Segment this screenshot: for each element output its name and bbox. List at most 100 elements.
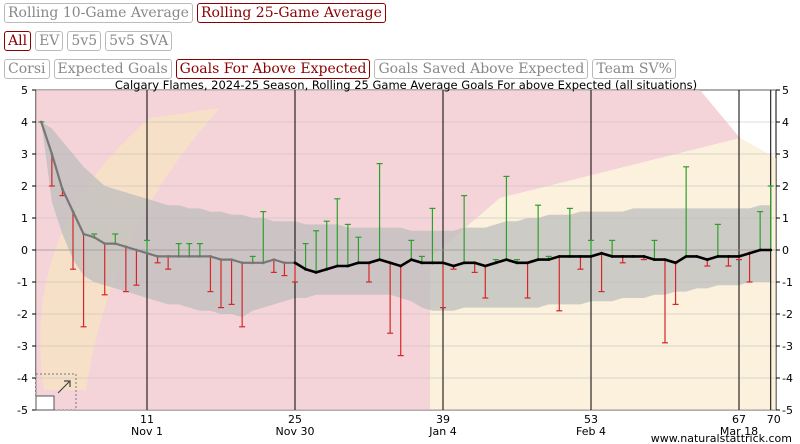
situation-ev-button[interactable]: EV <box>35 31 64 51</box>
rolling-point[interactable] <box>716 255 720 258</box>
zoom-box-inner[interactable] <box>35 395 55 411</box>
x-tick-date-label: Mar 18 <box>720 425 758 438</box>
x-tick-date-label: Feb 4 <box>576 425 606 438</box>
zoom-widget[interactable] <box>35 373 77 411</box>
y-tick-label-left: 3 <box>21 148 28 161</box>
rolling-point[interactable] <box>642 255 646 258</box>
window-rolling-25-game-average-button[interactable]: Rolling 25-Game Average <box>196 3 386 23</box>
rolling-point[interactable] <box>684 255 688 258</box>
rolling-point[interactable] <box>103 242 107 246</box>
rolling-point[interactable] <box>209 255 212 258</box>
rolling-point[interactable] <box>758 248 762 252</box>
rolling-point[interactable] <box>71 210 75 214</box>
rolling-point[interactable] <box>166 255 170 258</box>
rolling-point[interactable] <box>304 267 307 271</box>
rolling-point[interactable] <box>240 261 244 265</box>
window-rolling-10-game-average-button[interactable]: Rolling 10-Game Average <box>4 3 193 23</box>
rolling-point[interactable] <box>600 251 603 255</box>
rolling-point[interactable] <box>357 261 360 265</box>
rolling-point[interactable] <box>441 261 445 265</box>
rolling-point[interactable] <box>631 255 635 258</box>
rolling-point[interactable] <box>431 261 434 265</box>
rolling-point[interactable] <box>92 235 96 239</box>
rolling-point[interactable] <box>737 255 741 258</box>
rolling-point[interactable] <box>198 255 202 258</box>
situation-5v5-button[interactable]: 5v5 <box>67 31 102 51</box>
rolling-point[interactable] <box>50 152 54 156</box>
y-tick-label-right: 3 <box>782 148 789 161</box>
metric-goals-for-above-expected-button[interactable]: Goals For Above Expected <box>175 59 371 79</box>
rolling-point[interactable] <box>505 258 508 261</box>
rolling-point[interactable] <box>494 261 498 265</box>
rolling-point[interactable] <box>515 261 519 265</box>
rolling-point[interactable] <box>261 261 265 265</box>
y-tick-label-left: 4 <box>21 116 28 129</box>
y-tick-label-left: 2 <box>21 180 28 193</box>
situation-5v5-sva-button[interactable]: 5v5 SVA <box>105 31 173 51</box>
rolling-point[interactable] <box>663 258 667 261</box>
rolling-point[interactable] <box>283 261 286 265</box>
rolling-line-full <box>294 248 771 274</box>
rolling-point[interactable] <box>314 271 318 274</box>
rolling-point[interactable] <box>156 255 159 258</box>
rolling-point[interactable] <box>473 261 477 265</box>
rolling-point[interactable] <box>579 255 582 258</box>
rolling-point[interactable] <box>452 264 455 268</box>
rolling-point[interactable] <box>462 261 466 265</box>
metric-team-sv-button[interactable]: Team SV% <box>592 59 676 79</box>
rolling-point[interactable] <box>124 245 128 249</box>
rolling-point[interactable] <box>705 258 709 261</box>
rolling-point[interactable] <box>483 264 487 268</box>
rolling-point[interactable] <box>113 242 117 246</box>
rolling-point[interactable] <box>589 255 593 258</box>
rolling-point[interactable] <box>230 258 233 261</box>
zoom-box-outer[interactable] <box>35 373 77 411</box>
y-tick-label-right: 5 <box>782 84 789 97</box>
rolling-point[interactable] <box>251 261 255 265</box>
rolling-point[interactable] <box>135 248 138 252</box>
rolling-point[interactable] <box>526 261 529 265</box>
rolling-point[interactable] <box>187 255 191 258</box>
rolling-point[interactable] <box>325 267 329 271</box>
expand-arrow-icon[interactable] <box>57 380 71 394</box>
rolling-point[interactable] <box>61 187 64 191</box>
situation-all-button[interactable]: All <box>4 31 32 51</box>
rolling-point[interactable] <box>145 251 149 255</box>
rolling-point[interactable] <box>769 248 773 252</box>
x-tick-game-label: 11 <box>140 413 154 426</box>
rolling-point[interactable] <box>82 232 85 236</box>
metric-expected-goals-button[interactable]: Expected Goals <box>53 59 172 79</box>
rolling-point[interactable] <box>695 255 699 258</box>
rolling-point[interactable] <box>536 258 540 261</box>
y-tick-label-right: 1 <box>782 212 789 225</box>
rolling-point[interactable] <box>39 120 43 124</box>
rolling-point[interactable] <box>409 258 413 261</box>
rolling-point[interactable] <box>727 255 730 258</box>
rolling-point[interactable] <box>367 261 371 265</box>
rolling-point[interactable] <box>557 255 561 258</box>
x-tick-game-label: 25 <box>288 413 302 426</box>
rolling-point[interactable] <box>378 258 381 261</box>
rolling-point[interactable] <box>177 255 181 258</box>
rolling-point[interactable] <box>420 261 424 265</box>
rolling-point[interactable] <box>293 261 297 265</box>
confidence-band-area <box>41 122 771 318</box>
rolling-point[interactable] <box>346 264 350 268</box>
rolling-point[interactable] <box>621 255 625 258</box>
metric-goals-saved-above-expected-button[interactable]: Goals Saved Above Expected <box>374 59 589 79</box>
rolling-point[interactable] <box>674 261 677 265</box>
rolling-point[interactable] <box>272 258 276 261</box>
rolling-point[interactable] <box>748 251 751 255</box>
x-tick-game-label: 53 <box>584 413 598 426</box>
rolling-point[interactable] <box>547 258 551 261</box>
rolling-point[interactable] <box>388 261 392 265</box>
metric-corsi-button[interactable]: Corsi <box>4 59 50 79</box>
rolling-point[interactable] <box>610 255 614 258</box>
y-tick-label-left: -4 <box>17 372 28 385</box>
rolling-point[interactable] <box>335 264 339 268</box>
rolling-point[interactable] <box>219 258 223 261</box>
rolling-point[interactable] <box>399 264 403 268</box>
rolling-point[interactable] <box>568 255 572 258</box>
rolling-point[interactable] <box>653 258 656 261</box>
y-tick-label-right: 2 <box>782 180 789 193</box>
